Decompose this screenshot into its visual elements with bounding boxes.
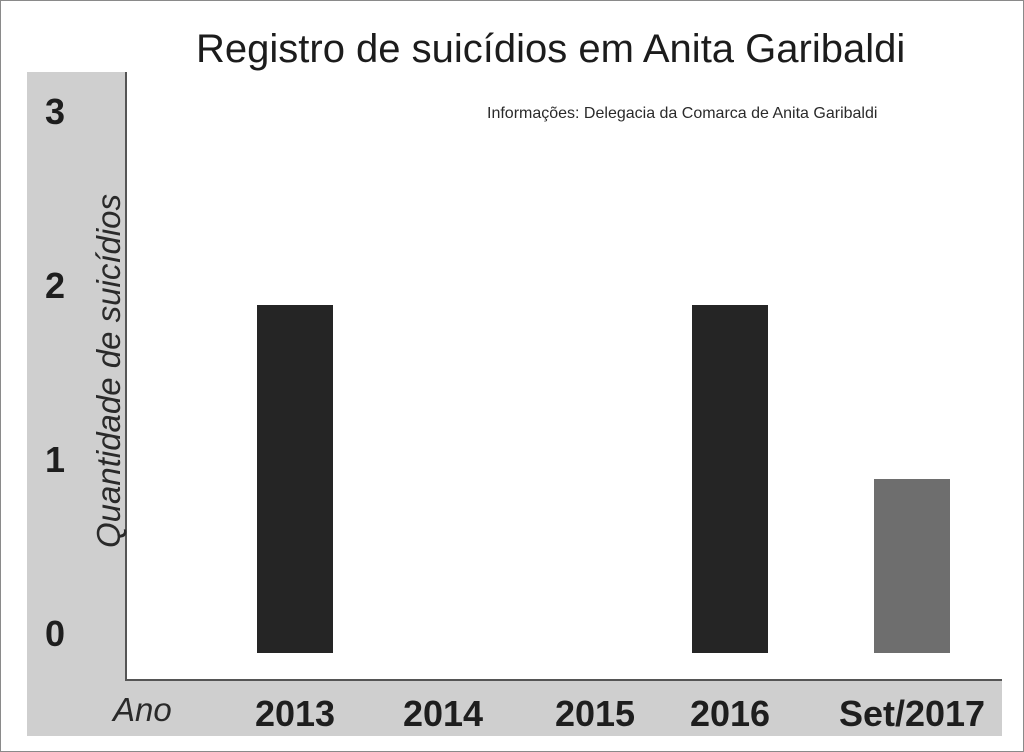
y-tick-label: 1 (45, 439, 66, 480)
chart-subtitle: Informações: Delegacia da Comarca de Ani… (487, 105, 878, 122)
bar (257, 305, 333, 653)
x-tick-label: 2013 (254, 693, 336, 734)
chart-title: Registro de suicídios em Anita Garibaldi (196, 27, 906, 71)
y-axis-line (125, 72, 127, 681)
x-tick-label: Set/2017 (838, 693, 986, 734)
bar (692, 305, 768, 653)
x-tick-label: 2015 (554, 693, 636, 734)
bar (874, 479, 950, 653)
y-tick-label: 0 (45, 613, 66, 654)
y-axis-band (27, 72, 125, 736)
x-tick-label: 2014 (402, 693, 484, 734)
x-axis-band (27, 681, 1002, 736)
x-axis-label: Ano (113, 691, 172, 728)
x-tick-label: 2016 (689, 693, 771, 734)
x-axis-line (125, 679, 1002, 681)
y-tick-label: 2 (45, 265, 66, 306)
y-tick-label: 3 (45, 91, 66, 132)
y-axis-label: Quantidade de suicídios (90, 193, 127, 549)
